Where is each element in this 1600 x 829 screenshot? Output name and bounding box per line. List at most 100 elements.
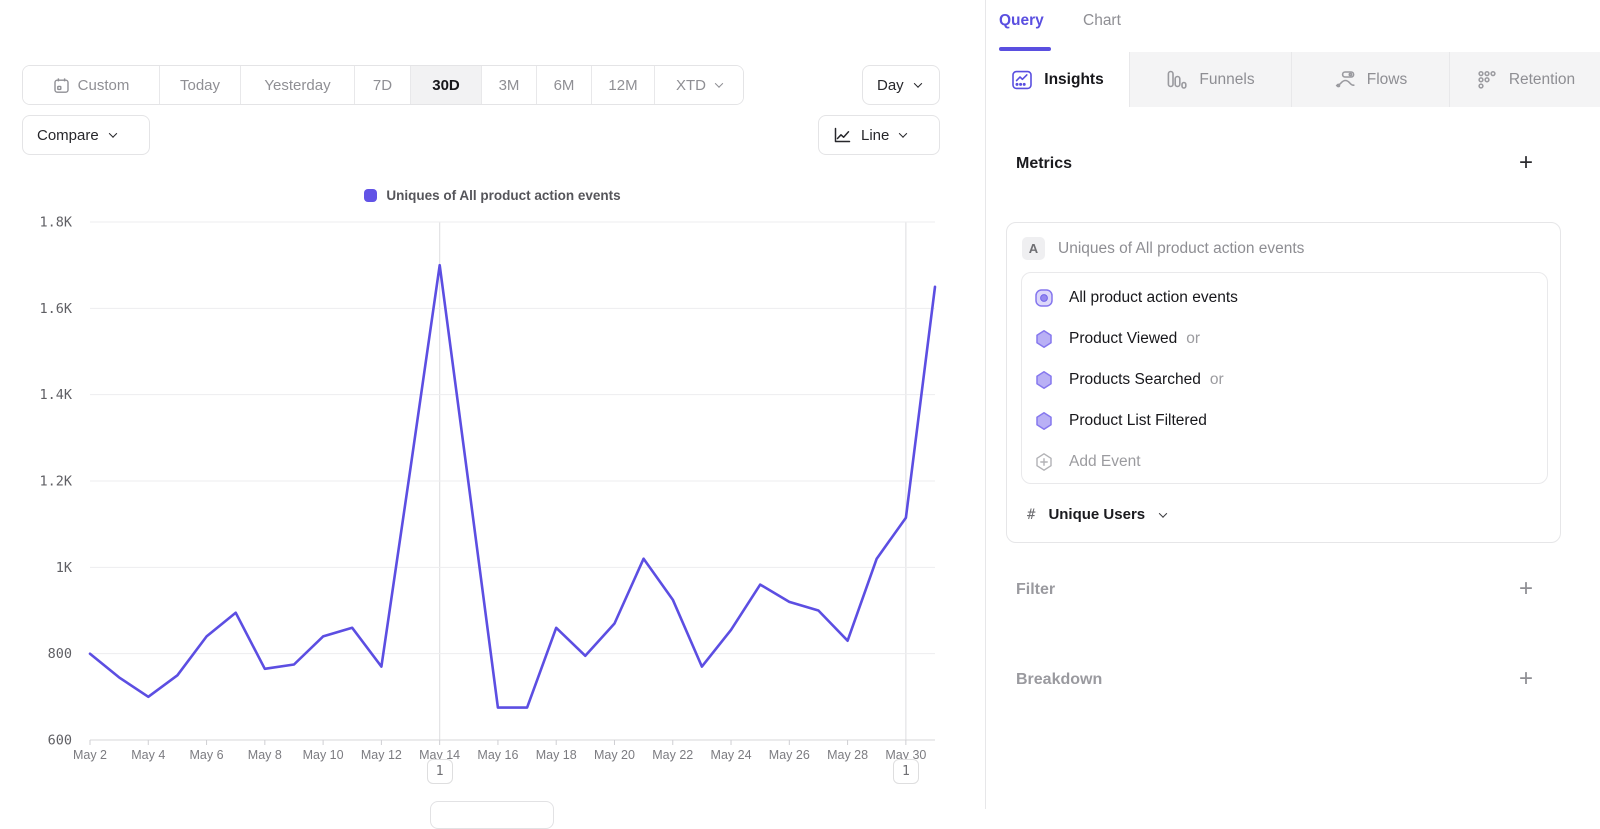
tab-insights[interactable]: Insights: [986, 52, 1129, 107]
add-breakdown-button[interactable]: +: [1519, 665, 1534, 692]
tab-flows[interactable]: Flows: [1291, 52, 1449, 107]
series-line: [88, 263, 937, 709]
y-axis-tick-label: 800: [48, 646, 72, 662]
compare-dropdown[interactable]: Compare: [22, 115, 150, 155]
report-tab-label: Retention: [1508, 70, 1576, 88]
range-label: 3M: [498, 76, 520, 94]
x-axis-tick-label: May 4: [131, 748, 165, 762]
range-12m-button[interactable]: 12M: [592, 66, 655, 104]
calendar-icon: [53, 77, 69, 93]
x-axis-tick-label: May 14: [419, 748, 460, 762]
x-axis-tick-label: May 6: [190, 748, 224, 762]
range-30d-button[interactable]: 30D: [411, 66, 482, 104]
filter-section-header: Filter: [1016, 581, 1055, 599]
x-axis-tick-label: May 12: [361, 748, 402, 762]
hexagon-event-icon: [1036, 370, 1052, 389]
range-label: 30D: [432, 76, 460, 94]
y-axis-tick-label: 1.6K: [39, 301, 72, 317]
event-name: Products Searched: [1069, 370, 1201, 388]
breakdown-title: Breakdown: [1016, 671, 1103, 688]
event-group-icon: [1035, 288, 1053, 307]
add-metric-button[interactable]: +: [1519, 149, 1534, 176]
insights-icon: [1012, 70, 1033, 89]
report-type-tabs: Insights Funnels Flows: [986, 52, 1600, 107]
metric-card-header: A Uniques of All product action events: [1022, 237, 1304, 260]
report-tab-label: Flows: [1366, 70, 1408, 88]
add-event-row[interactable]: Add Event: [1022, 441, 1547, 482]
granularity-dropdown[interactable]: Day: [862, 65, 940, 105]
range-xtd-button[interactable]: XTD: [655, 66, 743, 104]
range-yesterday-button[interactable]: Yesterday: [241, 66, 355, 104]
tab-chart[interactable]: Chart: [1083, 12, 1121, 29]
events-card: All product action events Product Viewed…: [1021, 272, 1548, 484]
metrics-section-header: Metrics: [1016, 155, 1072, 173]
pane-tabs: Query Chart: [986, 0, 1600, 52]
x-axis-tick-label: May 2: [73, 748, 107, 762]
x-axis-tick-label: May 20: [594, 748, 635, 762]
measurement-dropdown[interactable]: # Unique Users: [1027, 506, 1168, 523]
range-custom-button[interactable]: Custom: [23, 66, 160, 104]
range-today-button[interactable]: Today: [160, 66, 241, 104]
chart-type-value: Line: [861, 126, 890, 144]
range-3m-button[interactable]: 3M: [482, 66, 537, 104]
event-row-products-searched[interactable]: Products Searched or: [1022, 359, 1547, 400]
event-row-all-product-action-events[interactable]: All product action events: [1022, 277, 1547, 318]
x-axis-tick-label: May 26: [769, 748, 810, 762]
add-event-hexagon-icon: [1036, 452, 1052, 471]
range-7d-button[interactable]: 7D: [355, 66, 411, 104]
chart-pane: Custom Today Yesterday 7D 30D 3M 6M 12M …: [0, 65, 985, 829]
legend-swatch: [364, 189, 378, 202]
event-name: All product action events: [1069, 288, 1238, 306]
y-axis-tick-label: 1K: [56, 560, 73, 576]
annotation-popover-cutoff: [430, 801, 554, 829]
tab-retention[interactable]: Retention: [1449, 52, 1600, 107]
range-label: 7D: [372, 76, 393, 94]
chevron-down-icon: [1158, 508, 1168, 518]
breakdown-section-header: Breakdown: [1016, 671, 1102, 689]
flows-icon: [1335, 70, 1355, 87]
query-builder-pane: Query Chart Insights Funnels: [985, 0, 1600, 809]
measurement-label: Unique Users: [1048, 506, 1146, 523]
add-event-label: Add Event: [1069, 452, 1141, 470]
y-axis-tick-label: 1.8K: [39, 215, 72, 231]
chart-legend: Uniques of All product action events: [0, 188, 985, 203]
tab-query[interactable]: Query: [999, 12, 1044, 29]
y-axis-tick-label: 600: [48, 733, 72, 749]
date-range-segmented-control: Custom Today Yesterday 7D 30D 3M 6M 12M …: [22, 65, 744, 105]
event-row-product-viewed[interactable]: Product Viewed or: [1022, 318, 1547, 359]
x-axis-tick-label: May 10: [303, 748, 344, 762]
y-axis-tick-label: 1.4K: [39, 387, 72, 403]
range-label: Yesterday: [264, 76, 331, 94]
line-chart: 600 800 1K 1.2K 1.4K 1.6K 1.8K May 2 May 4 May 6 M…: [39, 215, 937, 762]
event-row-product-list-filtered[interactable]: Product List Filtered: [1022, 400, 1547, 441]
annotation-badge[interactable]: 1: [426, 759, 453, 784]
add-filter-button[interactable]: +: [1519, 575, 1534, 602]
funnels-icon: [1168, 70, 1188, 89]
event-or-suffix: or: [1209, 370, 1224, 388]
active-tab-underline: [999, 47, 1051, 51]
metric-card: A Uniques of All product action events A…: [1006, 222, 1561, 543]
range-label: 6M: [553, 76, 575, 94]
range-label: 12M: [608, 76, 638, 94]
chart-type-dropdown[interactable]: Line: [818, 115, 940, 155]
retention-icon: [1478, 70, 1496, 89]
range-label: Custom: [77, 76, 130, 94]
y-axis-tick-label: 1.2K: [39, 474, 72, 490]
granularity-value: Day: [877, 76, 904, 94]
x-axis-tick-label: May 8: [248, 748, 282, 762]
annotation-badge[interactable]: 1: [892, 759, 919, 784]
x-axis-tick-label: May 30: [885, 748, 926, 762]
hexagon-event-icon: [1036, 411, 1052, 430]
hexagon-event-icon: [1036, 329, 1052, 348]
report-tab-label: Funnels: [1199, 70, 1255, 88]
filter-title: Filter: [1016, 581, 1056, 598]
legend-label: Uniques of All product action events: [386, 188, 621, 203]
range-label: Today: [179, 76, 221, 94]
report-tab-label: Insights: [1044, 70, 1104, 88]
event-or-suffix: or: [1186, 329, 1201, 347]
range-6m-button[interactable]: 6M: [537, 66, 592, 104]
event-name: Product List Filtered: [1069, 411, 1207, 429]
metrics-title: Metrics: [1016, 155, 1073, 172]
x-axis-tick-label: May 16: [477, 748, 518, 762]
tab-funnels[interactable]: Funnels: [1129, 52, 1291, 107]
